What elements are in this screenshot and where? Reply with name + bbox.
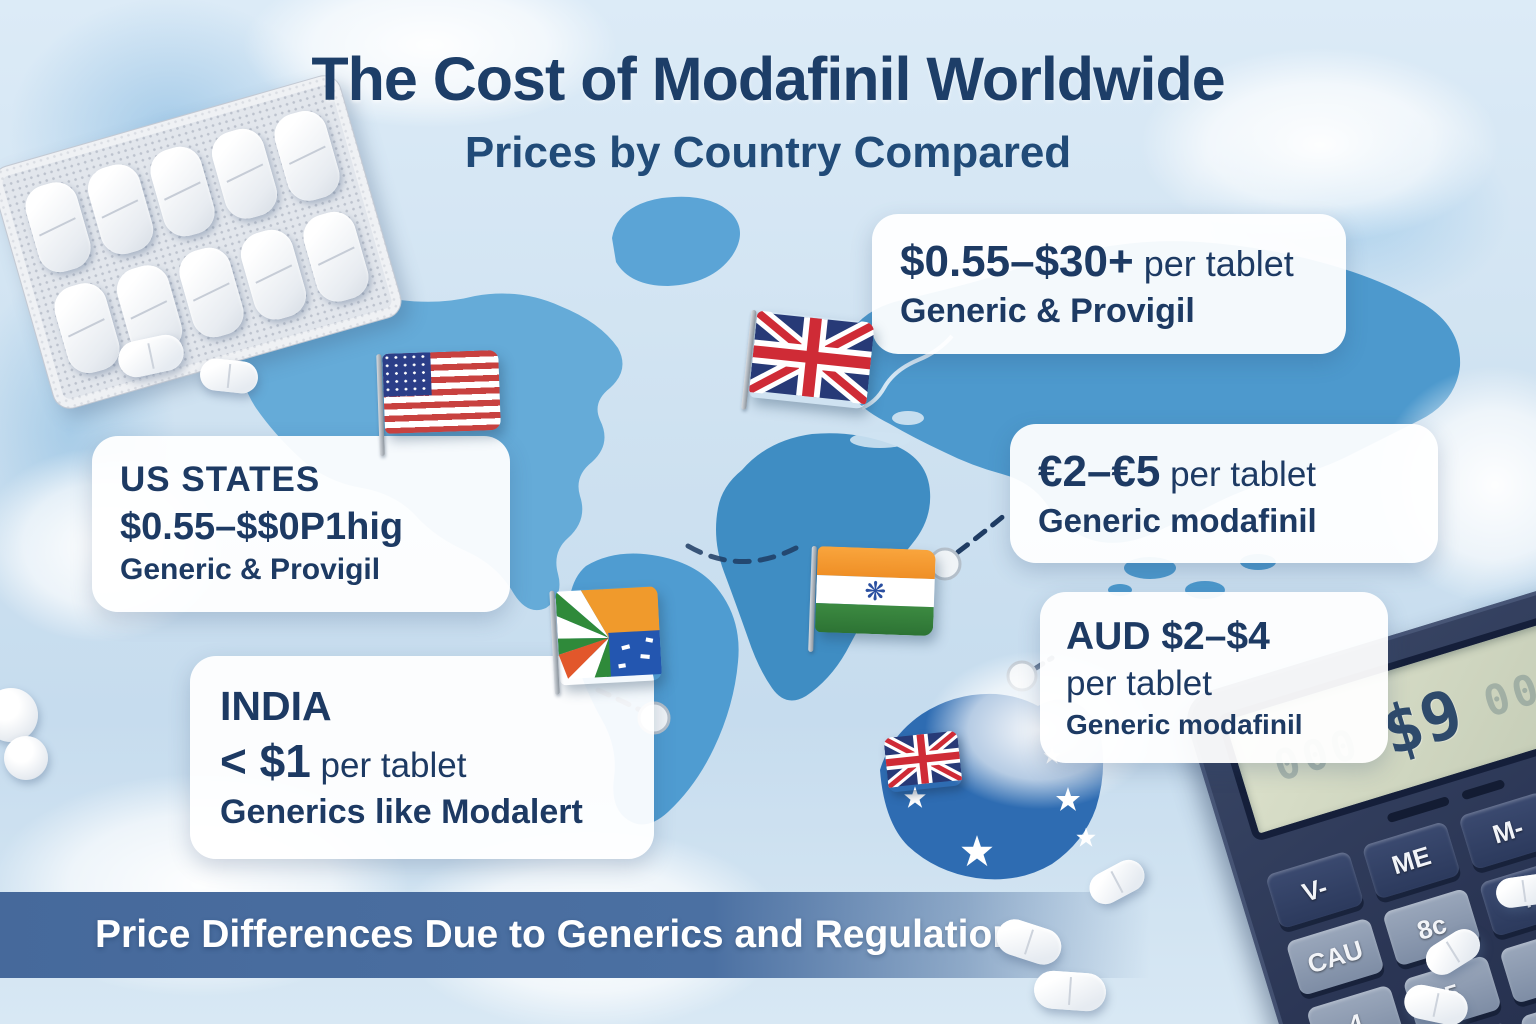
blister-pill [236,224,312,325]
blister-pill [20,177,96,278]
callout-us-price: US STATES $0.55–$$0P1hig Generic & Provi… [92,436,510,612]
header: The Cost of Modafinil Worldwide Prices b… [0,44,1536,178]
sea-gap [892,411,924,425]
blister-pill [173,242,250,343]
india-heading: INDIA [220,683,332,729]
australia-union-jack-icon [883,730,963,792]
australia-unit: per tablet [1066,663,1212,703]
round-pill [4,736,48,780]
callout-europe-price: €2–€5 per tablet Generic modafinil [1010,424,1438,563]
calc-key: CAU [1285,917,1385,997]
loose-pill [1032,969,1108,1013]
blister-pill [49,278,125,379]
sea-gap [850,432,910,448]
callout-australia-price: AUD $2–$4 per tablet Generic modafinil [1040,592,1388,763]
banner-text: Price Differences Due to Generics and Re… [95,913,1017,956]
uk-price: $0.55–$30+ [900,237,1134,286]
calc-key: ME [1361,820,1462,900]
fantasy-flag-icon [555,585,662,685]
india-price: < $1 [220,735,311,788]
europe-unit: per tablet [1160,455,1317,494]
europe-note: Generic modafinil [1038,502,1317,540]
greenland-landmass [612,196,740,286]
calc-key: V- [1264,850,1365,930]
us-note: Generic & Provigil [120,553,381,587]
connector-dash-atlantic [685,543,799,564]
india-flag-icon: ❋ [814,546,936,637]
europe-price: €2–€5 [1038,447,1161,496]
fantasy-south-america-flag [549,585,662,695]
calc-key: M- [1458,791,1536,871]
india-unit: per tablet [310,746,467,786]
page-title: The Cost of Modafinil Worldwide [311,45,1225,113]
calc-key: 9 [1499,925,1536,1005]
us-price: $0.55–$$0P1hig [120,505,404,548]
bottom-banner: Price Differences Due to Generics and Re… [0,892,1150,978]
connector-dash-europe [955,511,1009,555]
lcd-ghost-digits: 000 [1477,653,1536,727]
us-flag-icon [382,349,501,434]
us-heading: US STATES [120,460,321,499]
uk-unit: per tablet [1133,243,1294,284]
uk-flag [741,309,875,422]
map-pin-circle [1006,660,1038,692]
page-subtitle: Prices by Country Compared [464,128,1072,177]
india-flag: ❋ [808,545,936,656]
us-flag [376,349,501,457]
ashoka-chakra-icon: ❋ [863,575,887,607]
uk-flag-icon [748,310,875,410]
australia-note: Generic modafinil [1066,708,1303,740]
australia-price: AUD $2–$4 [1066,615,1270,658]
callout-uk-price: $0.55–$30+ per tablet Generic & Provigil [872,214,1346,354]
india-note: Generics like Modalert [220,793,583,832]
blister-pill [298,206,374,307]
uk-note: Generic & Provigil [900,292,1195,331]
